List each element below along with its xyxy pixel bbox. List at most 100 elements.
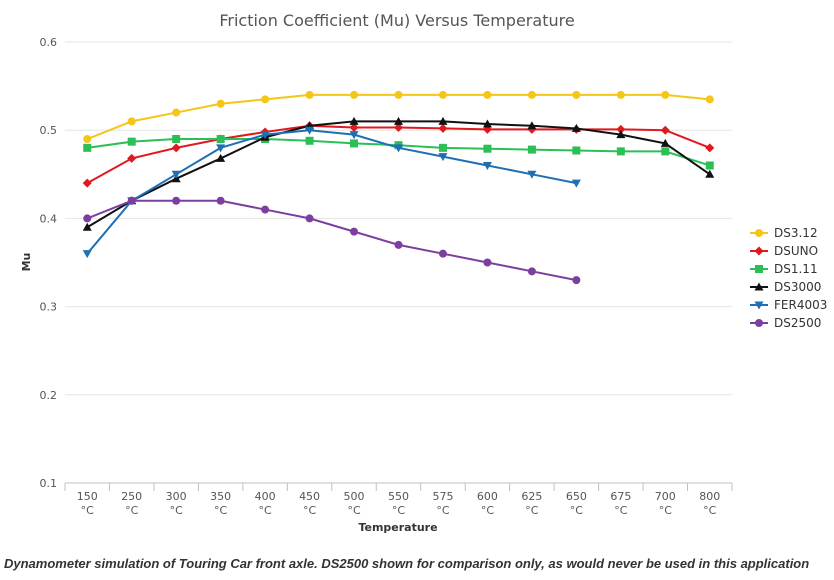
x-tick-label: 450 °C [299, 490, 320, 517]
x-tick-label: 350 °C [210, 490, 231, 517]
x-tick-label: 150 °C [77, 490, 98, 517]
data-point [616, 90, 625, 99]
x-tick-label: 575 °C [432, 490, 453, 517]
data-point [438, 116, 448, 125]
data-point [305, 214, 314, 223]
data-point [616, 147, 625, 156]
data-point [438, 249, 447, 258]
data-point [305, 136, 314, 145]
legend-label: DS1.11 [774, 262, 818, 276]
data-point [394, 240, 403, 249]
data-point [216, 196, 225, 205]
y-tick-label: 0.4 [40, 212, 58, 225]
data-point [349, 131, 359, 140]
data-point [527, 145, 536, 154]
x-axis: 150 °C 250 °C 300 °C 350 °C 400 °C 450 °C 500 °C 550 °C… [64, 482, 733, 517]
line-chart: Friction Coefficient (Mu) Versus Tempera… [20, 11, 827, 534]
y-tick-label: 0.5 [40, 124, 58, 137]
legend-item[interactable]: DS3000 [750, 280, 821, 294]
data-point [305, 90, 314, 99]
x-tick-label: 400 °C [255, 490, 276, 517]
legend-marker [754, 282, 764, 291]
data-point [127, 117, 136, 126]
x-tick-label: 675 °C [610, 490, 631, 517]
data-point [572, 90, 581, 99]
legend-label: FER4003 [774, 298, 827, 312]
data-point [527, 170, 537, 179]
series-line [86, 199, 577, 282]
x-tick-label: 550 °C [388, 490, 409, 517]
data-point [483, 258, 492, 267]
data-point [349, 123, 359, 133]
legend-item[interactable]: DS3.12 [750, 226, 818, 240]
legend-item[interactable]: DS2500 [750, 316, 821, 330]
x-tick-label: 650 °C [566, 490, 587, 517]
data-point [572, 276, 581, 285]
legend-marker [755, 229, 763, 237]
data-point [661, 90, 670, 99]
data-point [483, 144, 492, 153]
data-point [261, 95, 270, 104]
x-tick-label: 625 °C [521, 490, 542, 517]
series-line [86, 129, 577, 255]
legend-label: DSUNO [774, 244, 818, 258]
data-point [127, 137, 136, 146]
data-point [394, 123, 403, 133]
legend[interactable]: DS3.12 DSUNO DS1.11 DS3000 FER4003 DS2500 [750, 226, 827, 330]
data-point [661, 147, 670, 156]
data-point [394, 90, 403, 99]
grid-lines [65, 41, 732, 484]
data-point [438, 123, 448, 133]
chart-title: Friction Coefficient (Mu) Versus Tempera… [219, 11, 574, 30]
data-point [350, 90, 359, 99]
data-point [127, 153, 137, 163]
data-point [82, 178, 92, 188]
data-point [350, 227, 359, 236]
data-point [616, 124, 626, 134]
x-axis-title: Temperature [358, 521, 437, 534]
data-point [616, 130, 626, 139]
data-point [705, 95, 714, 104]
data-point [172, 135, 181, 144]
legend-label: DS3.12 [774, 226, 818, 240]
legend-marker [755, 265, 763, 273]
data-point [349, 116, 359, 125]
data-point [660, 138, 670, 147]
legend-item[interactable]: DSUNO [750, 244, 818, 258]
data-point [482, 161, 492, 170]
legend-item[interactable]: FER4003 [750, 298, 827, 312]
x-tick-label: 250 °C [121, 490, 142, 517]
data-point [705, 161, 714, 170]
legend-item[interactable]: DS1.11 [750, 262, 818, 276]
data-point [171, 170, 181, 179]
data-point [394, 144, 403, 153]
data-point [527, 90, 536, 99]
x-tick-label: 800 °C [699, 490, 720, 517]
data-point [216, 153, 226, 162]
data-point [171, 143, 181, 153]
legend-marker [755, 319, 763, 327]
data-point [705, 143, 715, 153]
data-point [83, 143, 92, 152]
y-tick-label: 0.1 [40, 477, 58, 490]
series-line [86, 120, 711, 229]
data-point [172, 196, 181, 205]
y-tick-label: 0.2 [40, 389, 58, 402]
data-point [83, 135, 92, 144]
data-point [571, 179, 581, 188]
data-point [527, 121, 537, 130]
x-tick-label: 300 °C [166, 490, 187, 517]
y-tick-label: 0.3 [40, 301, 58, 314]
legend-label: DS3000 [774, 280, 821, 294]
data-point [216, 135, 225, 144]
data-point [261, 205, 270, 214]
data-point [571, 123, 581, 132]
y-tick-label: 0.6 [40, 36, 58, 49]
data-point [82, 222, 92, 231]
legend-label: DS2500 [774, 316, 821, 330]
x-tick-label: 500 °C [344, 490, 365, 517]
x-tick-label: 600 °C [477, 490, 498, 517]
data-point [438, 143, 447, 152]
data-point [350, 139, 359, 148]
y-axis-title: Mu [20, 253, 33, 272]
